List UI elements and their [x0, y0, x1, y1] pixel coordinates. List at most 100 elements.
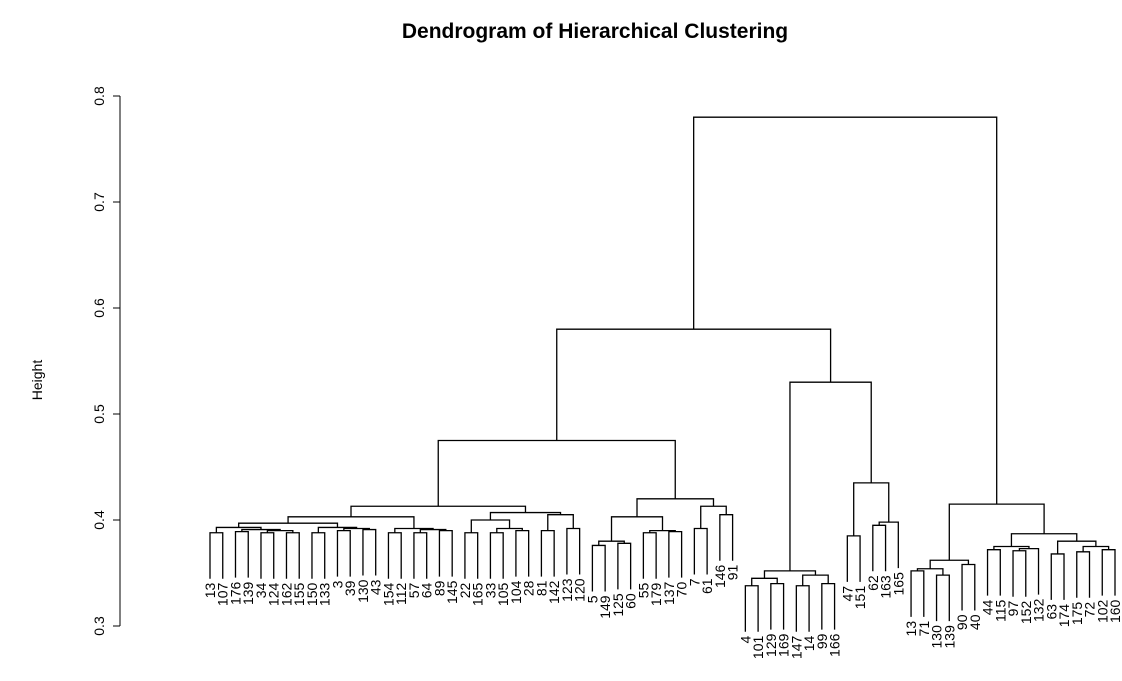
y-tick-label: 0.4: [91, 510, 107, 530]
leaf-label: 107: [215, 583, 231, 607]
leaf-label: 101: [750, 636, 766, 660]
leaf-label: 147: [788, 636, 804, 660]
leaf-label: 145: [444, 580, 460, 604]
leaf-label: 28: [521, 580, 537, 596]
leaf-label: 55: [635, 583, 651, 599]
leaf-label: 22: [457, 583, 473, 599]
dendrogram-link: [438, 529, 453, 577]
leaf-label: 155: [291, 583, 307, 607]
leaf-label: 133: [317, 583, 333, 607]
y-tick-label: 0.3: [91, 616, 107, 636]
leaf-label: 104: [508, 580, 524, 604]
leaf-label: 132: [1031, 598, 1047, 622]
leaf-label: 142: [546, 580, 562, 604]
leaf-label: 123: [559, 578, 575, 602]
chart-title: Dendrogram of Hierarchical Clustering: [402, 20, 788, 43]
leaf-label: 151: [852, 586, 868, 610]
dendrogram-link: [795, 585, 810, 632]
dendrogram-link: [910, 570, 925, 617]
dendrogram-link: [362, 528, 377, 576]
dendrogram-link: [1101, 549, 1116, 596]
leaf-label: 97: [1005, 601, 1021, 617]
leaf-label: 47: [839, 586, 855, 602]
dendrogram-link: [489, 511, 562, 520]
leaf-label: 72: [1082, 602, 1098, 618]
dendrogram-link: [986, 549, 1001, 596]
leaf-label: 5: [584, 595, 600, 603]
dendrogram-link: [234, 531, 249, 578]
leaf-label: 33: [482, 583, 498, 599]
leaf-label: 62: [865, 575, 881, 591]
leaf-label: 44: [980, 599, 996, 615]
y-tick-label: 0.5: [91, 404, 107, 424]
dendrogram-link: [610, 516, 664, 542]
leaf-label: 3: [329, 580, 345, 588]
leaf-label: 71: [916, 621, 932, 637]
dendrogram-link: [387, 532, 402, 579]
leaf-label: 165: [890, 572, 906, 596]
dendrogram-link: [617, 542, 632, 590]
dendrogram-link: [1050, 553, 1065, 600]
dendrogram-link: [821, 582, 836, 630]
leaf-label: 174: [1056, 604, 1072, 628]
leaf-label: 154: [380, 583, 396, 607]
dendrogram-link: [872, 524, 887, 572]
dendrogram-link: [642, 532, 657, 579]
leaf-label: 40: [967, 614, 983, 630]
leaf-label: 61: [699, 578, 715, 594]
dendrogram-link: [668, 531, 683, 578]
dendrogram-link: [700, 505, 727, 529]
dendrogram-link: [260, 532, 275, 579]
dendrogram-link: [693, 116, 998, 505]
leaf-label: 99: [814, 633, 830, 649]
dendrogram-link: [751, 577, 778, 586]
leaf-label: 102: [1094, 599, 1110, 623]
dendrogram-link: [744, 585, 759, 632]
dendrogram-link: [311, 532, 326, 579]
leaf-label: 169: [776, 633, 792, 657]
dendrogram-link: [470, 519, 511, 533]
y-tick-label: 0.8: [91, 86, 107, 106]
dendrogram-link: [853, 482, 890, 536]
dendrogram-link: [515, 529, 530, 577]
dendrogram-link: [916, 568, 944, 576]
y-axis-label: Height: [29, 360, 45, 401]
leaf-label: 7: [686, 578, 702, 586]
dendrogram-link: [1018, 547, 1040, 595]
dendrogram-link: [948, 503, 1045, 561]
leaf-label: 125: [610, 593, 626, 617]
leaf-label: 124: [266, 583, 282, 607]
leaf-label: 112: [393, 583, 409, 606]
dendrogram-link: [591, 544, 606, 592]
leaf-label: 13: [202, 583, 218, 599]
dendrogram-link: [413, 532, 428, 579]
leaf-label: 163: [878, 575, 894, 599]
y-tick-label: 0.6: [91, 298, 107, 318]
dendrogram-link: [636, 498, 715, 517]
dendrogram-link: [209, 532, 224, 579]
dendrogram-link: [1076, 551, 1091, 598]
leaf-label: 63: [1043, 604, 1059, 620]
dendrogram-link: [935, 574, 950, 622]
leaf-label: 139: [941, 625, 957, 649]
leaf-label: 146: [712, 564, 728, 588]
leaf-label: 120: [572, 578, 588, 602]
leaf-label: 166: [827, 633, 843, 657]
leaf-label: 179: [648, 583, 664, 607]
leaf-label: 137: [661, 581, 677, 605]
dendrogram-link: [464, 532, 479, 579]
dendrogram-link: [350, 505, 527, 517]
leaf-label: 175: [1069, 602, 1085, 626]
leaf-label: 39: [342, 580, 358, 596]
leaf-label: 57: [406, 583, 422, 599]
leaf-label: 34: [253, 583, 269, 599]
dendrogram-link: [285, 532, 300, 579]
dendrogram-link: [489, 532, 504, 579]
leaf-label: 13: [903, 621, 919, 637]
dendrogram-link: [540, 529, 555, 577]
dendrogram-link: [846, 535, 861, 582]
dendrogram-link: [719, 514, 734, 561]
leaf-label: 162: [278, 583, 294, 607]
leaf-label: 152: [1018, 601, 1034, 625]
